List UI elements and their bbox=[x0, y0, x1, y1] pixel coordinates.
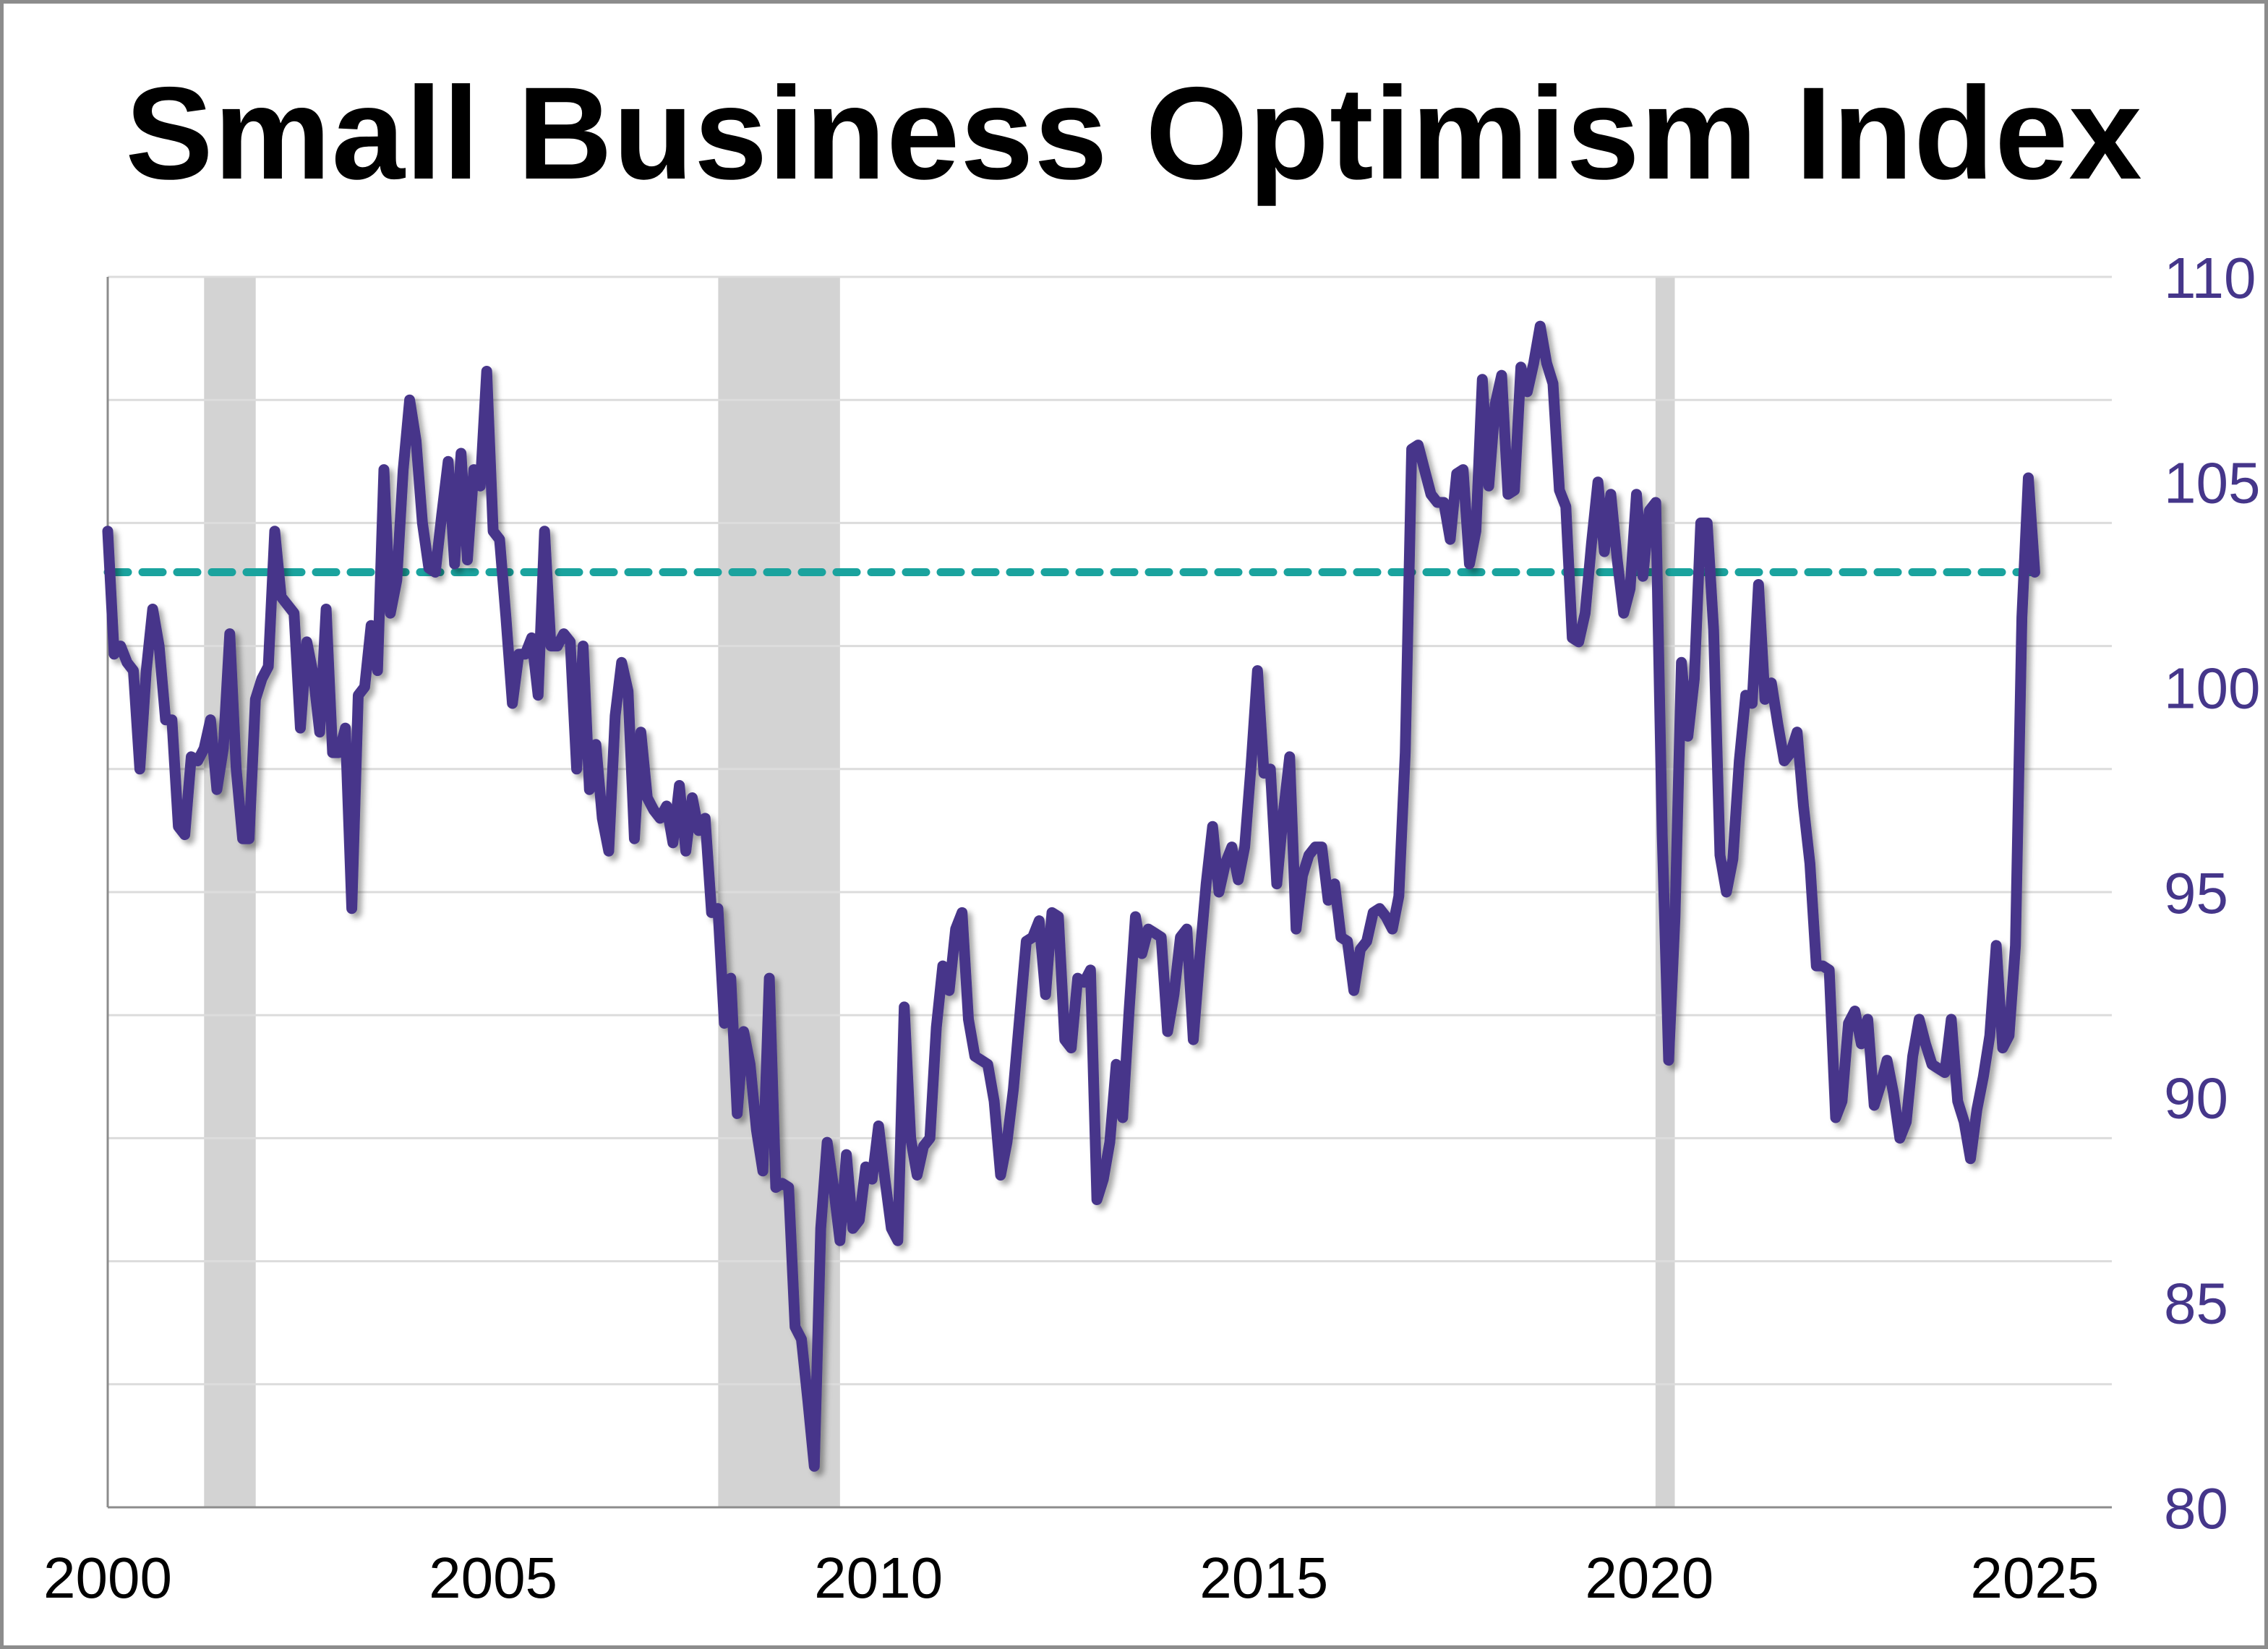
x-tick-label: 2020 bbox=[1585, 1546, 1713, 1610]
x-tick-labels: 2000 2005 2010 2015 2020 2025 bbox=[43, 1546, 2099, 1610]
index-line bbox=[102, 320, 2040, 1472]
series-group bbox=[102, 320, 2040, 1472]
line-chart: 2000 2005 2010 2015 2020 2025 80 85 90 95 100 105 1… bbox=[43, 246, 2260, 1610]
y-tick-label: 85 bbox=[2164, 1271, 2228, 1335]
y-tick-labels: 80 85 90 95 100 105 110 bbox=[2164, 246, 2260, 1541]
y-tick-label: 95 bbox=[2164, 861, 2228, 925]
y-tick-label: 80 bbox=[2164, 1476, 2228, 1541]
y-tick-label: 110 bbox=[2164, 246, 2256, 310]
gridlines bbox=[108, 275, 2112, 1386]
axes bbox=[106, 277, 2112, 1509]
chart-title: Small Business Optimism Index bbox=[125, 59, 2143, 207]
y-tick-label: 90 bbox=[2164, 1066, 2228, 1131]
x-tick-label: 2025 bbox=[1970, 1546, 2099, 1610]
x-tick-label: 2000 bbox=[43, 1546, 172, 1610]
x-tick-label: 2005 bbox=[429, 1546, 557, 1610]
y-tick-label: 105 bbox=[2164, 451, 2260, 515]
y-tick-label: 100 bbox=[2164, 656, 2260, 720]
x-tick-label: 2015 bbox=[1199, 1546, 1328, 1610]
x-tick-label: 2010 bbox=[814, 1546, 943, 1610]
